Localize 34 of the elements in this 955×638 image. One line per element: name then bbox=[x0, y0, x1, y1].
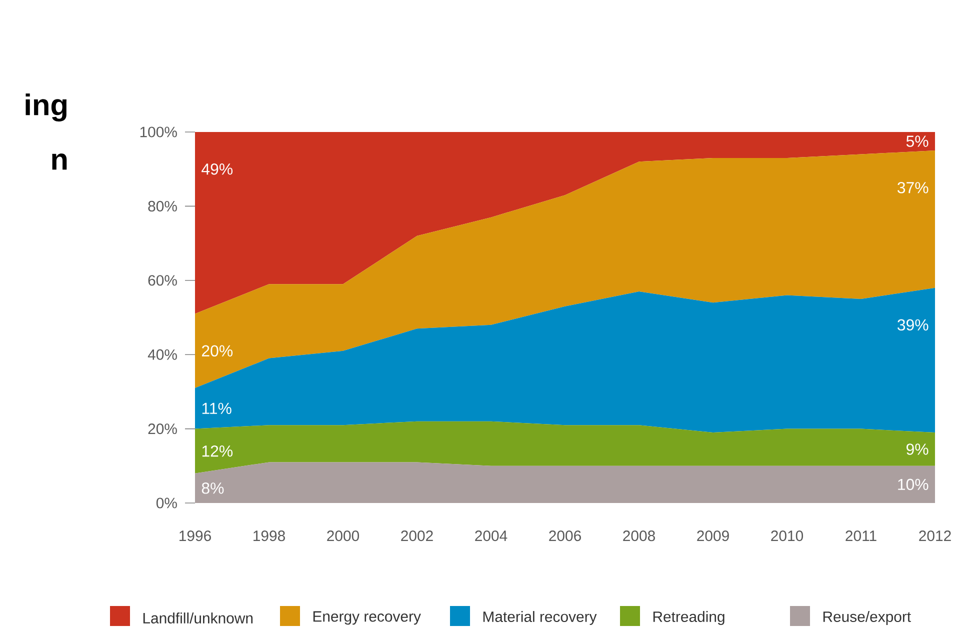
data-label: 20% bbox=[202, 345, 233, 357]
y-tick-label: 40% bbox=[148, 349, 177, 360]
y-tick-label: 100% bbox=[140, 126, 177, 138]
x-tick-label: 2009 bbox=[697, 530, 729, 542]
legend-label: Retreading bbox=[653, 611, 724, 625]
data-label: 37% bbox=[898, 182, 928, 194]
text: ing bbox=[26, 94, 66, 122]
data-label: 5% bbox=[906, 136, 928, 147]
data-label: 10% bbox=[898, 478, 928, 490]
x-tick-label: 2006 bbox=[549, 530, 581, 542]
x-tick-label: 2002 bbox=[401, 530, 433, 542]
data-label: 9% bbox=[906, 444, 928, 455]
x-tick-label: 2000 bbox=[327, 530, 360, 542]
x-tick-label: 2010 bbox=[771, 530, 804, 542]
x-tick-label: 2004 bbox=[475, 530, 508, 542]
legend-label: Material recovery bbox=[483, 611, 597, 625]
x-tick-label: 2008 bbox=[623, 530, 655, 542]
x-tick-label: 1998 bbox=[254, 530, 285, 542]
y-tick-label: 20% bbox=[148, 424, 177, 434]
y-tick-label: 0% bbox=[156, 498, 177, 508]
x-tick-label: 2012 bbox=[919, 530, 951, 542]
text: n bbox=[52, 154, 67, 170]
x-tick-label: 1996 bbox=[180, 530, 211, 542]
legend-label: Energy recovery bbox=[313, 611, 421, 625]
data-label: 49% bbox=[202, 163, 233, 175]
data-label: 11% bbox=[202, 402, 232, 414]
y-tick-label: 60% bbox=[148, 275, 177, 286]
legend-label: Reuse/export bbox=[823, 611, 911, 625]
legend-label: Landfill/unknown bbox=[143, 612, 253, 624]
data-label: 8% bbox=[202, 482, 224, 494]
x-tick-label: 2011 bbox=[846, 530, 876, 542]
data-label: 39% bbox=[898, 319, 928, 331]
y-tick-label: 80% bbox=[148, 200, 177, 212]
data-label: 12% bbox=[202, 445, 233, 457]
